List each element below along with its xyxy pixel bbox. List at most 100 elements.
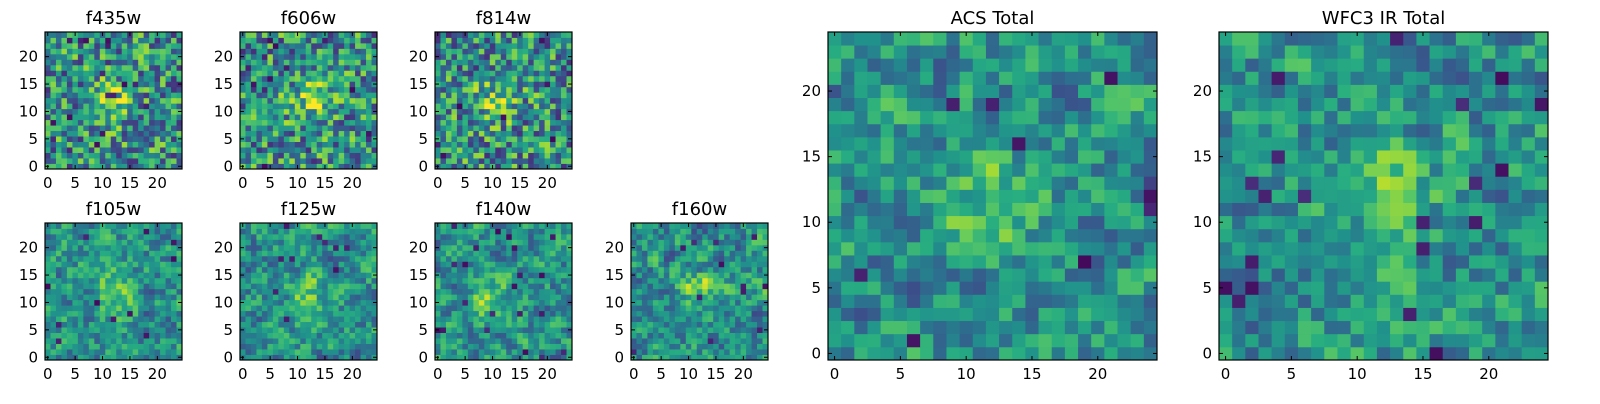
heatmap-cell bbox=[946, 294, 960, 308]
heatmap-cell bbox=[986, 163, 1000, 177]
heatmap-cell bbox=[317, 245, 323, 251]
heatmap-cell bbox=[289, 349, 295, 355]
heatmap-cell bbox=[300, 261, 306, 267]
heatmap-cell bbox=[462, 305, 468, 311]
heatmap-cell bbox=[350, 300, 356, 306]
heatmap-cell bbox=[133, 245, 139, 251]
heatmap-cell bbox=[155, 316, 161, 322]
heatmap-cell bbox=[160, 120, 166, 126]
heatmap-cell bbox=[451, 98, 457, 104]
heatmap-cell bbox=[355, 70, 361, 76]
heatmap-cell bbox=[691, 223, 697, 229]
heatmap-cell bbox=[435, 250, 441, 256]
heatmap-cell bbox=[451, 349, 457, 355]
heatmap-cell bbox=[556, 338, 562, 344]
heatmap-cell bbox=[89, 344, 95, 350]
heatmap-cell bbox=[730, 239, 736, 245]
heatmap-cell bbox=[251, 311, 257, 317]
heatmap-cell bbox=[473, 256, 479, 262]
heatmap-cell bbox=[262, 48, 268, 54]
heatmap-cell bbox=[317, 239, 323, 245]
heatmap-cell bbox=[61, 59, 67, 65]
heatmap-cell bbox=[127, 59, 133, 65]
heatmap-cell bbox=[122, 147, 128, 153]
heatmap-cell bbox=[339, 103, 345, 109]
heatmap-cell bbox=[133, 147, 139, 153]
heatmap-cell bbox=[155, 278, 161, 284]
heatmap-cell bbox=[317, 76, 323, 82]
heatmap-cell bbox=[94, 267, 100, 273]
heatmap-cell bbox=[523, 250, 529, 256]
heatmap-cell bbox=[289, 48, 295, 54]
heatmap-cell bbox=[550, 228, 556, 234]
heatmap-cell bbox=[94, 327, 100, 333]
heatmap-cell bbox=[561, 37, 567, 43]
heatmap-cell bbox=[708, 261, 714, 267]
heatmap-cell bbox=[105, 48, 111, 54]
heatmap-cell bbox=[61, 311, 67, 317]
heatmap-cell bbox=[680, 344, 686, 350]
heatmap-cell bbox=[647, 228, 653, 234]
heatmap-cell bbox=[457, 136, 463, 142]
heatmap-cell bbox=[894, 294, 908, 308]
heatmap-cell bbox=[697, 223, 703, 229]
heatmap-cell bbox=[89, 131, 95, 137]
heatmap-cell bbox=[907, 334, 921, 348]
heatmap-cell bbox=[133, 333, 139, 339]
heatmap-cell bbox=[317, 283, 323, 289]
heatmap-cell bbox=[468, 234, 474, 240]
heatmap-cell bbox=[440, 267, 446, 273]
heatmap-cell bbox=[528, 87, 534, 93]
heatmap-cell bbox=[67, 125, 73, 131]
heatmap-cell bbox=[523, 344, 529, 350]
heatmap-cell bbox=[311, 245, 317, 251]
heatmap-cell bbox=[1131, 189, 1145, 203]
heatmap-cell bbox=[160, 327, 166, 333]
heatmap-cell bbox=[366, 283, 372, 289]
heatmap-cell bbox=[960, 242, 974, 256]
heatmap-cell bbox=[306, 59, 312, 65]
heatmap-cell bbox=[339, 294, 345, 300]
heatmap-cell bbox=[828, 334, 842, 348]
heatmap-cell bbox=[50, 92, 56, 98]
y-tick-label: 5 bbox=[418, 321, 428, 339]
heatmap-cell bbox=[484, 234, 490, 240]
heatmap-cell bbox=[350, 267, 356, 273]
heatmap-cell bbox=[105, 87, 111, 93]
heatmap-cell bbox=[757, 223, 763, 229]
heatmap-cell bbox=[490, 294, 496, 300]
heatmap-cell bbox=[550, 109, 556, 115]
heatmap-cell bbox=[550, 158, 556, 164]
heatmap-cell bbox=[658, 250, 664, 256]
heatmap-cell bbox=[713, 283, 719, 289]
heatmap-cell bbox=[160, 294, 166, 300]
heatmap-cell bbox=[867, 268, 881, 282]
heatmap-cell bbox=[311, 256, 317, 262]
heatmap-cell bbox=[72, 114, 78, 120]
heatmap-cell bbox=[133, 223, 139, 229]
heatmap-cell bbox=[267, 37, 273, 43]
heatmap-cell bbox=[78, 283, 84, 289]
heatmap-cell bbox=[94, 344, 100, 350]
heatmap-cell bbox=[122, 98, 128, 104]
heatmap-cell bbox=[149, 54, 155, 60]
heatmap-cell bbox=[708, 283, 714, 289]
heatmap-cell bbox=[355, 338, 361, 344]
heatmap-cell bbox=[89, 267, 95, 273]
heatmap-cell bbox=[986, 189, 1000, 203]
heatmap-cell bbox=[506, 54, 512, 60]
heatmap-cell bbox=[446, 322, 452, 328]
heatmap-cell bbox=[45, 131, 51, 137]
heatmap-cell bbox=[267, 333, 273, 339]
heatmap-cell bbox=[446, 59, 452, 65]
heatmap-cell bbox=[730, 267, 736, 273]
heatmap-cell bbox=[446, 261, 452, 267]
heatmap-cell bbox=[251, 59, 257, 65]
heatmap-cell bbox=[680, 278, 686, 284]
heatmap-cell bbox=[262, 300, 268, 306]
heatmap-cell bbox=[501, 278, 507, 284]
heatmap-cell bbox=[534, 256, 540, 262]
y-tick-label: 15 bbox=[214, 266, 233, 284]
heatmap-cell bbox=[724, 300, 730, 306]
heatmap-cell bbox=[457, 311, 463, 317]
